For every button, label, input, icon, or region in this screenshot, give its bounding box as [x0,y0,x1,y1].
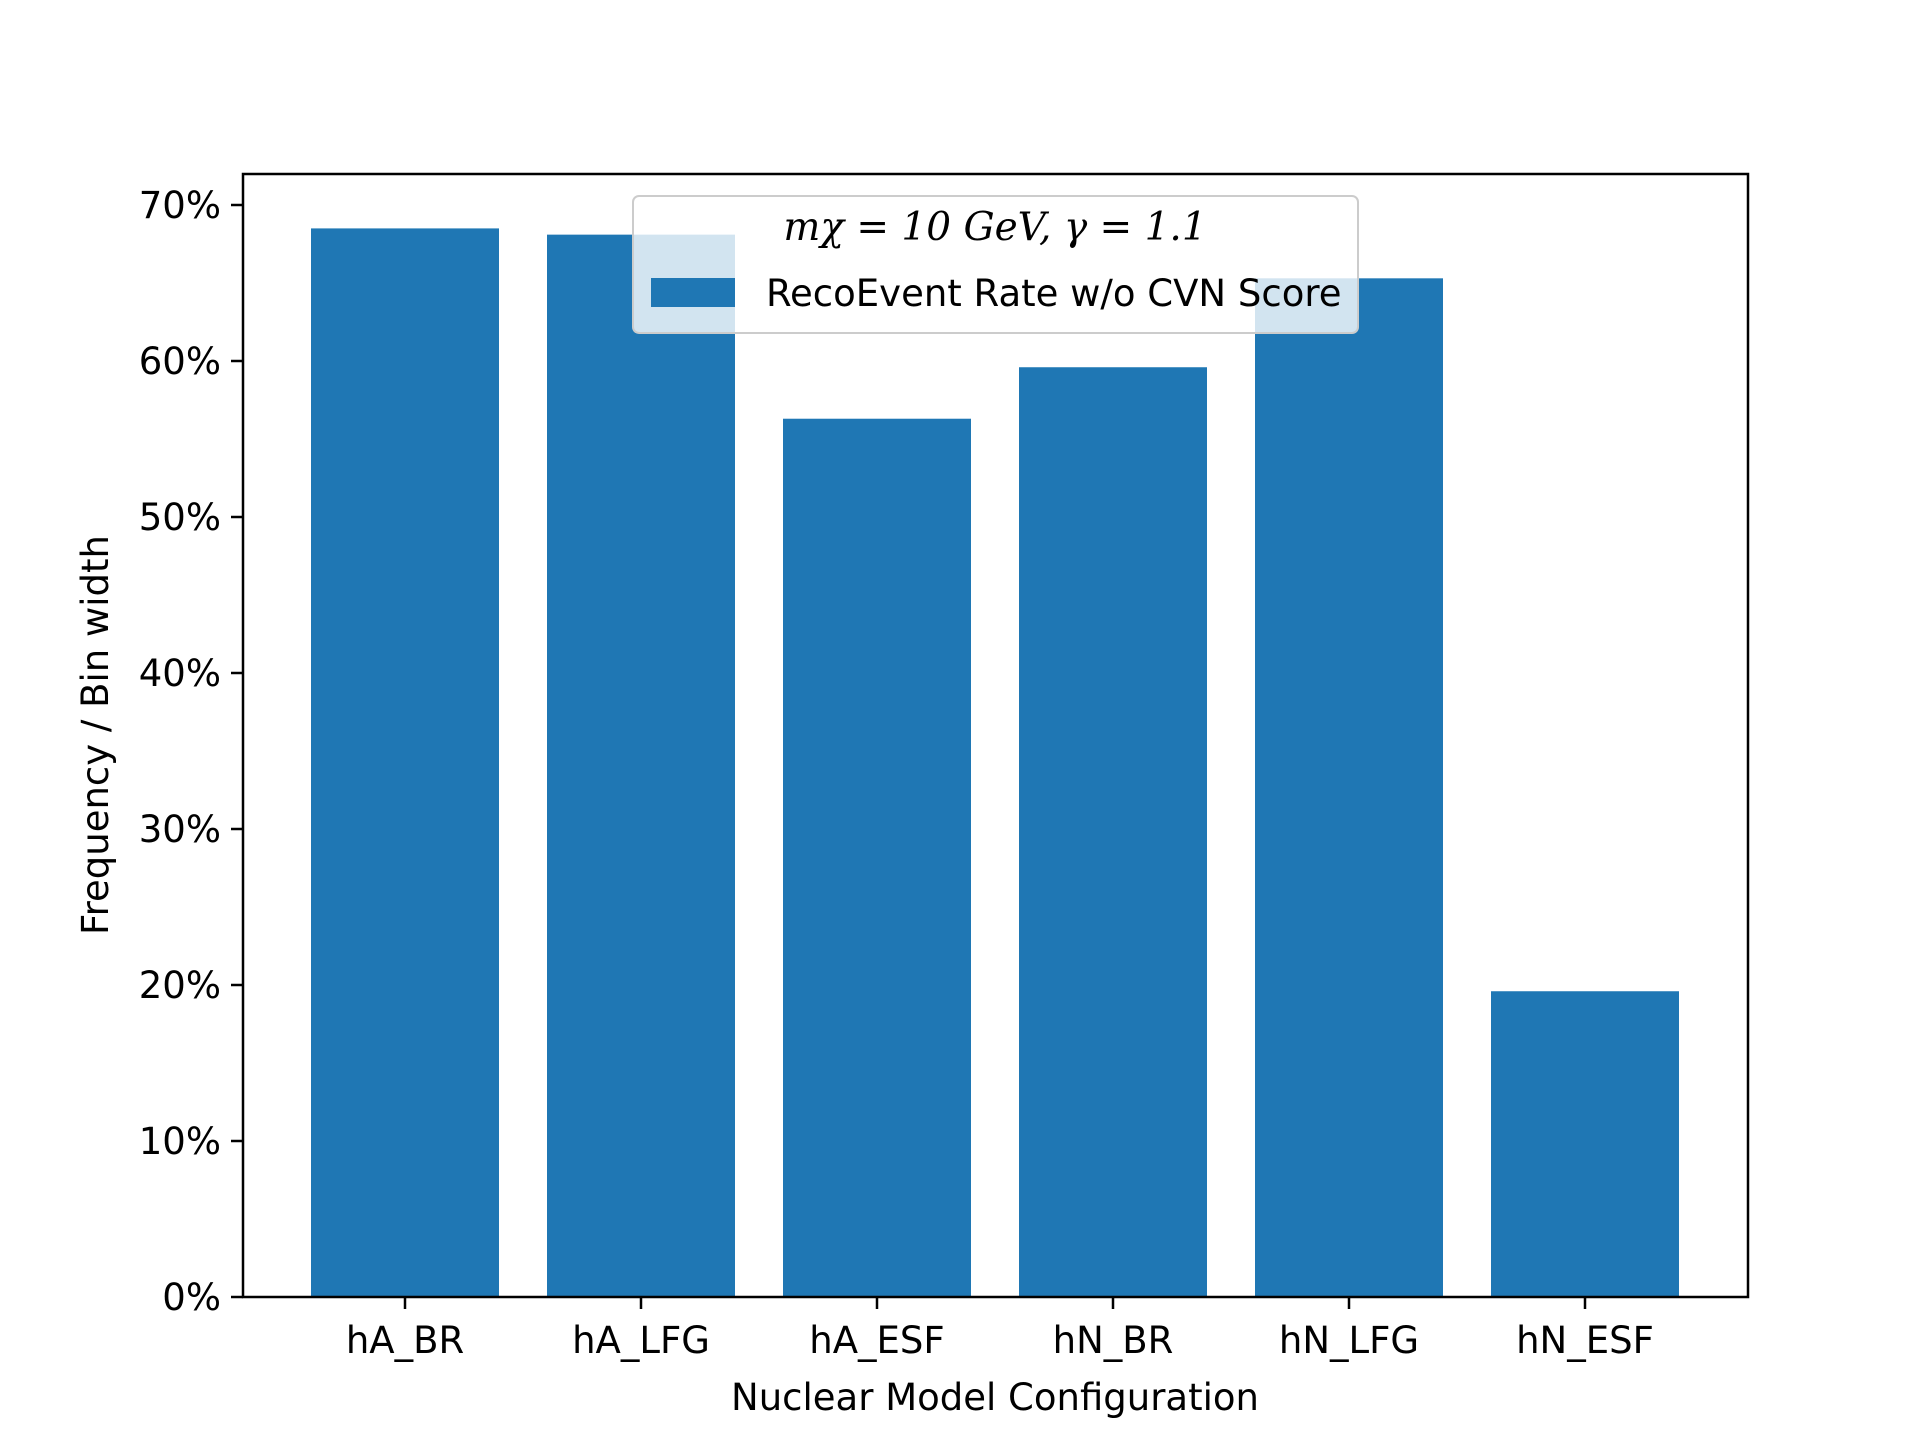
bar-hN_ESF [1491,991,1679,1297]
y-axis-label: Frequency / Bin width [74,535,117,935]
bar-hA_LFG [547,234,735,1297]
y-tick-label: 70% [139,184,221,227]
y-tick-label: 40% [139,652,221,695]
bar-hN_BR [1019,367,1207,1297]
y-tick-label: 0% [162,1276,221,1319]
bar-hA_ESF [783,418,971,1298]
y-axis: 0% 10% 20% 30% 40% 50% 60% 70% [139,184,243,1319]
x-tick-label: hN_LFG [1279,1319,1419,1362]
x-axis-label: Nuclear Model Configuration [731,1376,1259,1419]
legend-entry-label: RecoEvent Rate w/o CVN Score [766,272,1342,315]
y-tick-label: 60% [139,340,221,383]
bars-group [311,228,1679,1298]
bar-hN_LFG [1255,278,1443,1297]
y-tick-label: 30% [139,808,221,851]
x-tick-label: hA_ESF [809,1319,944,1362]
x-tick-label: hA_BR [346,1319,464,1362]
x-tick-label: hN_BR [1053,1319,1174,1362]
legend-title: mχ = 10 GeV, γ = 1.1 [783,205,1206,250]
bar-hA_BR [311,228,499,1297]
x-tick-label: hN_ESF [1516,1319,1654,1362]
y-tick-label: 10% [139,1120,221,1163]
legend: mχ = 10 GeV, γ = 1.1 RecoEvent Rate w/o … [632,195,1359,334]
plot-frame [241,172,1750,1299]
legend-swatch [651,278,735,307]
x-tick-label: hA_LFG [572,1319,710,1362]
legend-box [632,195,1359,334]
y-tick-label: 20% [139,964,221,1007]
y-tick-label: 50% [139,496,221,539]
x-axis: hA_BR hA_LFG hA_ESF hN_BR hN_LFG hN_ESF [346,1297,1654,1362]
